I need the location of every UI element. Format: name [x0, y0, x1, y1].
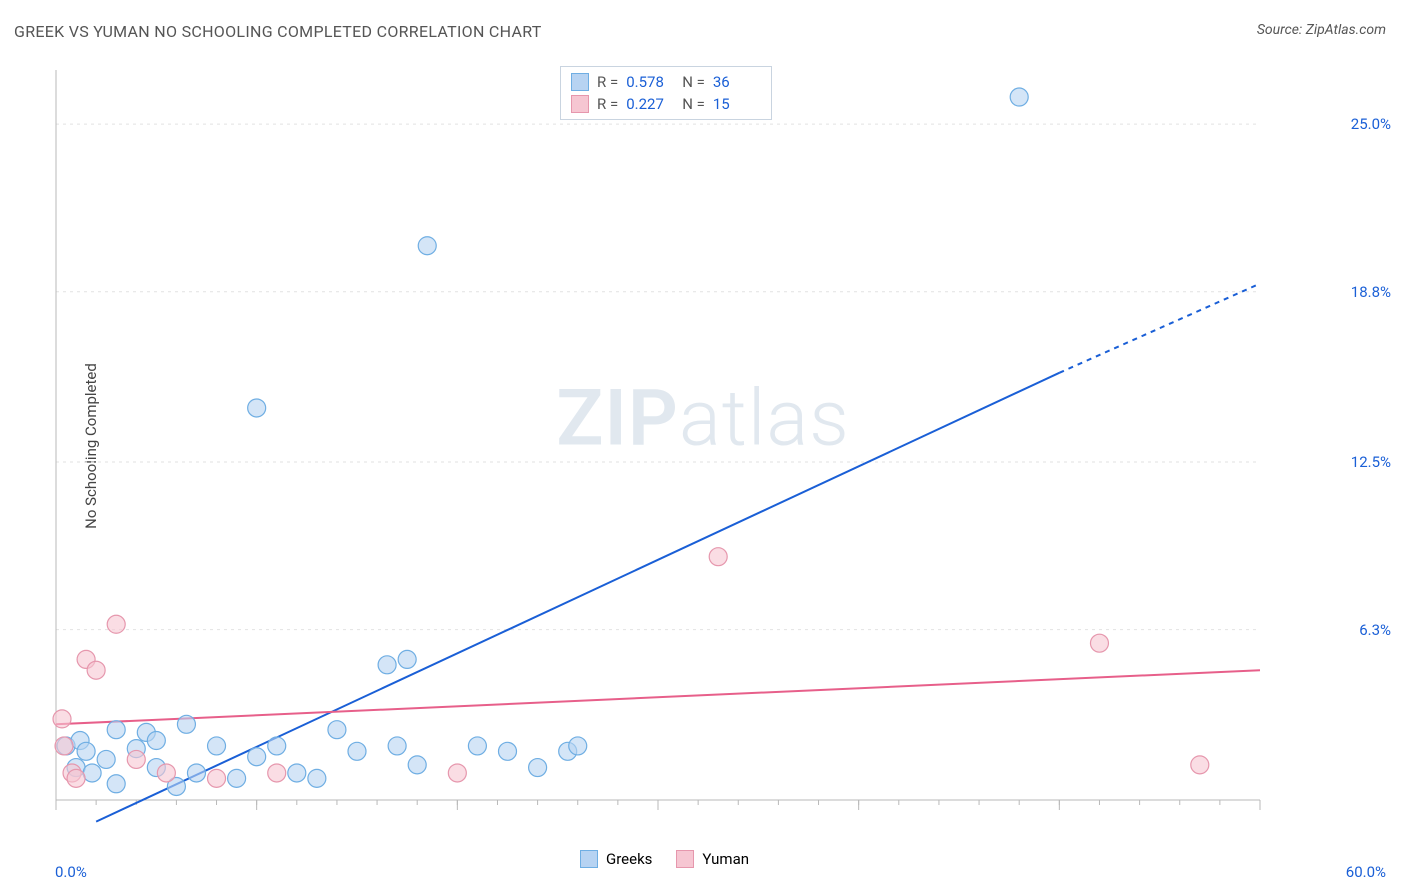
- legend-swatch: [676, 850, 694, 868]
- correlation-row: R = 0.578 N = 36: [571, 71, 761, 93]
- x-axis-max: 60.0%: [1346, 863, 1386, 881]
- series-legend: Greeks Yuman: [580, 850, 749, 868]
- x-axis-min: 0.0%: [55, 863, 87, 881]
- y-tick-label: 25.0%: [1351, 115, 1391, 133]
- correlation-row: R = 0.227 N = 15: [571, 93, 761, 115]
- series-swatch: [571, 73, 589, 91]
- y-tick-label: 18.8%: [1351, 283, 1391, 301]
- legend-item: Yuman: [676, 850, 749, 868]
- chart-title: GREEK VS YUMAN NO SCHOOLING COMPLETED CO…: [14, 22, 542, 41]
- series-swatch: [571, 95, 589, 113]
- legend-label: Greeks: [606, 850, 652, 868]
- source-attribution: Source: ZipAtlas.com: [1257, 22, 1386, 38]
- y-tick-label: 12.5%: [1351, 453, 1391, 471]
- r-value: 0.227: [626, 95, 674, 113]
- n-label: N =: [682, 95, 705, 113]
- correlation-legend: R = 0.578 N = 36 R = 0.227 N = 15: [560, 66, 772, 120]
- correlation-chart: GREEK VS YUMAN NO SCHOOLING COMPLETED CO…: [0, 0, 1406, 892]
- y-tick-label: 6.3%: [1359, 621, 1391, 639]
- r-label: R =: [597, 95, 618, 113]
- n-label: N =: [682, 73, 705, 91]
- n-value: 36: [713, 73, 761, 91]
- r-label: R =: [597, 73, 618, 91]
- legend-label: Yuman: [702, 850, 749, 868]
- n-value: 15: [713, 95, 761, 113]
- r-value: 0.578: [626, 73, 674, 91]
- scatter-plot-svg: [50, 60, 1330, 840]
- legend-item: Greeks: [580, 850, 652, 868]
- legend-swatch: [580, 850, 598, 868]
